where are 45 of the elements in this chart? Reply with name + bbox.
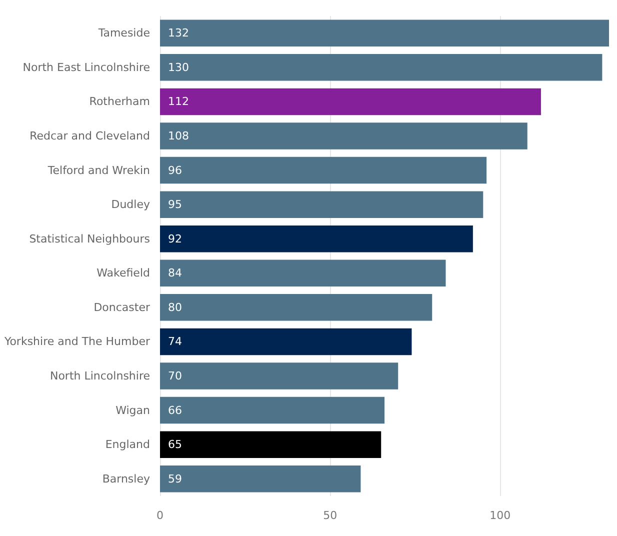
x-tick-label: 100	[490, 509, 511, 522]
bar	[160, 88, 541, 116]
y-tick-label: Doncaster	[94, 300, 150, 314]
bar	[160, 225, 473, 252]
bar	[160, 54, 602, 81]
bar	[160, 396, 384, 424]
data-label: 59	[168, 472, 182, 486]
y-tick-label: Wakefield	[96, 266, 150, 280]
data-label: 65	[168, 438, 182, 452]
data-label: 112	[168, 95, 189, 108]
bar	[160, 191, 484, 218]
bar	[160, 156, 487, 184]
bar	[160, 294, 432, 321]
x-tick-label: 50	[323, 509, 338, 522]
bar	[160, 362, 398, 390]
bar	[160, 20, 609, 47]
data-label: 108	[168, 130, 189, 142]
y-tick-label: Dudley	[111, 198, 150, 212]
data-label: 80	[168, 300, 182, 314]
data-label: 130	[168, 60, 189, 74]
data-label: 66	[168, 404, 182, 417]
bar	[160, 465, 361, 492]
y-tick-label: Statistical Neighbours	[29, 232, 150, 246]
y-tick-label: Telford and Wrekin	[46, 164, 150, 177]
y-tick-label: Barnsley	[102, 472, 150, 486]
data-label: 92	[168, 232, 182, 246]
data-label: 95	[168, 198, 182, 212]
data-label: 70	[168, 370, 182, 382]
data-label: 132	[168, 26, 189, 40]
x-tick-label: 0	[156, 509, 164, 522]
data-label: 96	[168, 164, 182, 177]
data-label: 74	[168, 335, 182, 348]
data-label: 84	[168, 266, 182, 280]
y-tick-label: Yorkshire and The Humber	[3, 335, 150, 348]
y-tick-label: North East Lincolnshire	[22, 60, 150, 74]
bar	[160, 328, 412, 356]
y-tick-label: Rotherham	[89, 95, 150, 108]
bar	[160, 122, 528, 150]
y-tick-label: Wigan	[116, 404, 150, 417]
y-tick-label: Tameside	[97, 26, 150, 40]
y-tick-label: Redcar and Cleveland	[30, 130, 150, 142]
y-tick-label: North Lincolnshire	[50, 370, 150, 382]
bar	[160, 431, 382, 458]
bar	[160, 260, 446, 287]
y-tick-label: England	[105, 438, 150, 452]
